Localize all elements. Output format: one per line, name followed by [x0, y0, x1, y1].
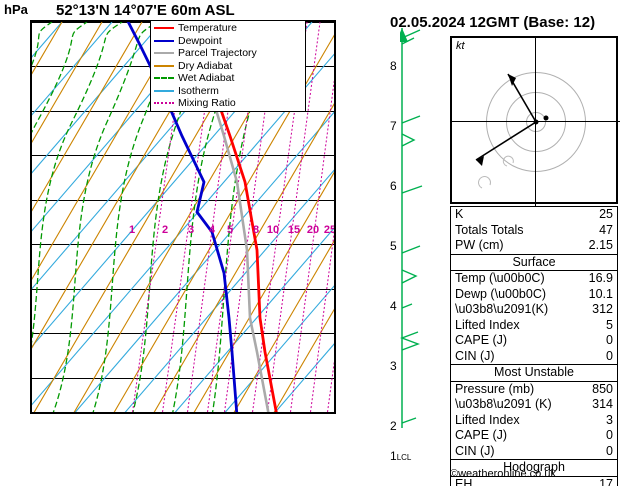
- surface-theta-label: \u03b8\u2091(K): [455, 302, 548, 318]
- skewt-panel: hPa 52°13'N 14°07'E 60m ASL: [0, 0, 370, 486]
- mu-cin-value: 0: [606, 444, 613, 460]
- hodograph-vectors: [452, 38, 620, 206]
- mu-theta-value: 314: [592, 397, 613, 413]
- hodograph-plot[interactable]: kt: [450, 36, 618, 204]
- eh-value: 17: [599, 477, 613, 486]
- kindex-section: K 25 Totals Totals 47 PW (cm) 2.15: [451, 207, 617, 255]
- legend-item-parcel: Parcel Trajectory: [154, 47, 302, 60]
- skewt-sounding-app: hPa 52°13'N 14°07'E 60m ASL: [0, 0, 629, 486]
- mu-theta-label: \u03b8\u2091 (K): [455, 397, 552, 413]
- surface-cape-label: CAPE (J): [455, 333, 507, 349]
- surface-title: Surface: [451, 255, 617, 272]
- mu-cape-label: CAPE (J): [455, 428, 507, 444]
- pw-label: PW (cm): [455, 238, 504, 254]
- copyright-text: ©weatheronline.co.uk: [450, 468, 556, 480]
- hpa-axis-label: hPa: [4, 2, 28, 17]
- surface-temp-label: Temp (\u00b0C): [455, 271, 545, 287]
- mu-cape-value: 0: [606, 428, 613, 444]
- surface-theta-value: 312: [592, 302, 613, 318]
- legend-item-temperature: Temperature: [154, 22, 302, 35]
- surface-dewp-value: 10.1: [589, 287, 613, 303]
- mu-cin-label: CIN (J): [455, 444, 495, 460]
- mu-pressure-value: 850: [592, 382, 613, 398]
- legend-item-isotherm: Isotherm: [154, 85, 302, 98]
- info-panel: 02.05.2024 12GMT (Base: 12) 8 7 6 5 4 3 …: [390, 0, 629, 486]
- surface-temp-value: 16.9: [589, 271, 613, 287]
- legend-item-dewpoint: Dewpoint: [154, 35, 302, 48]
- lcl-tick-right: 1LCL: [390, 449, 411, 463]
- mu-li-label: Lifted Index: [455, 413, 520, 429]
- wind-barb-staff: [400, 28, 440, 438]
- stats-infobox: K 25 Totals Totals 47 PW (cm) 2.15 Surface …: [450, 206, 618, 486]
- surface-section: Surface Temp (\u00b0C) 16.9 Dewp (\u00b0C…: [451, 255, 617, 366]
- tt-label: Totals Totals: [455, 223, 524, 239]
- tt-value: 47: [599, 223, 613, 239]
- surface-li-label: Lifted Index: [455, 318, 520, 334]
- legend-item-mixing-ratio: Mixing Ratio: [154, 97, 302, 110]
- location-title: 52°13'N 14°07'E 60m ASL: [56, 2, 235, 19]
- most-unstable-section: Most Unstable Pressure (mb) 850 \u03b8\u2…: [451, 365, 617, 460]
- surface-cin-value: 0: [606, 349, 613, 365]
- surface-cin-label: CIN (J): [455, 349, 495, 365]
- mu-li-value: 3: [606, 413, 613, 429]
- legend-item-wet-adiabat: Wet Adiabat: [154, 72, 302, 85]
- surface-cape-value: 0: [606, 333, 613, 349]
- legend-item-dry-adiabat: Dry Adiabat: [154, 60, 302, 73]
- mu-pressure-label: Pressure (mb): [455, 382, 534, 398]
- km-axis: kmASL 8 7 6 5 4 3 2 1LCL: [334, 22, 336, 412]
- k-label: K: [455, 207, 463, 223]
- surface-dewp-label: Dewp (\u00b0C): [455, 287, 546, 303]
- legend-box: Temperature Dewpoint Parcel Trajectory D…: [150, 20, 306, 112]
- surface-li-value: 5: [606, 318, 613, 334]
- pw-value: 2.15: [589, 238, 613, 254]
- k-value: 25: [599, 207, 613, 223]
- mu-title: Most Unstable: [451, 365, 617, 382]
